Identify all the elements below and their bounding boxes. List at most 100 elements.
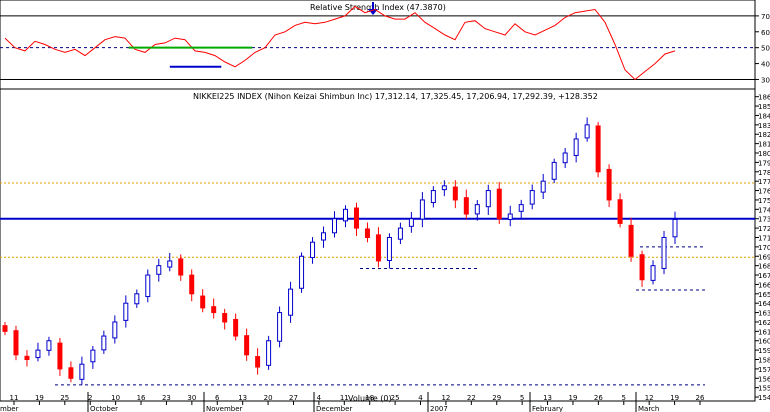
candle-body — [167, 260, 173, 268]
date-tick-label: 2 — [88, 394, 92, 402]
candle-body — [156, 265, 162, 275]
rsi-line — [4, 5, 676, 81]
rsi-title: Relative Strength Index (47.3870) — [310, 3, 446, 12]
date-tick-label: 5 — [622, 394, 626, 402]
candle-body — [386, 236, 392, 261]
candle-body — [650, 265, 656, 281]
candle-body — [518, 204, 524, 212]
candle-body — [79, 363, 85, 380]
candle-body — [342, 208, 348, 222]
date-tick-label: 13 — [238, 394, 247, 402]
candle-body — [2, 325, 8, 332]
date-tick-label: 11 — [340, 394, 349, 402]
month-label: October — [90, 405, 118, 412]
price-y-tick-label: 16000 — [758, 338, 770, 346]
date-tick-label: 29 — [492, 394, 501, 402]
price-y-tick-label: 17600 — [758, 188, 770, 196]
price-y-tick-label: 16800 — [758, 263, 770, 271]
price-y-tick-label: 15500 — [758, 385, 770, 393]
rsi-panel-frame — [0, 0, 756, 90]
volume-label: Volume (0) — [348, 394, 392, 403]
candle-body — [474, 204, 480, 215]
price-y-tick-label: 17300 — [758, 216, 770, 224]
date-tick-label: 12 — [645, 394, 654, 402]
month-label: February — [532, 405, 563, 412]
date-tick-label: 13 — [543, 394, 552, 402]
candle-body — [13, 330, 19, 356]
price-y-tick-label: 17900 — [758, 159, 770, 167]
rsi-y-tick-label: 30 — [761, 76, 770, 84]
candle-body — [463, 197, 469, 215]
price-y-tick-label: 16600 — [758, 281, 770, 289]
price-y-tick-label: 18000 — [758, 150, 770, 158]
candle-body — [672, 218, 678, 238]
candle-body — [24, 355, 30, 361]
candle-body — [244, 335, 250, 356]
candle-body — [134, 293, 140, 305]
candle-body — [189, 274, 195, 295]
price-y-tick-label: 15700 — [758, 366, 770, 374]
date-tick-label: 19 — [569, 394, 578, 402]
date-tick-label: 6 — [215, 394, 220, 402]
candle-body — [233, 318, 239, 337]
candle-body — [584, 124, 590, 139]
candle-body — [310, 241, 316, 259]
date-tick-label: 19 — [35, 394, 44, 402]
price-y-tick-label: 17500 — [758, 197, 770, 205]
price-y-tick-label: 15600 — [758, 375, 770, 383]
candle-body — [562, 152, 568, 164]
candle-body — [288, 288, 294, 316]
candle-body — [551, 161, 557, 180]
date-tick-label: 10 — [111, 394, 120, 402]
month-label: 2007 — [430, 405, 448, 412]
candle-body — [255, 356, 261, 368]
candle-body — [639, 254, 645, 281]
date-tick-label: 27 — [289, 394, 298, 402]
date-tick-label: 4 — [317, 394, 322, 402]
month-label: March — [638, 405, 659, 412]
price-y-tick-label: 15400 — [758, 394, 770, 402]
candle-body — [419, 199, 425, 220]
date-tick-label: 4 — [418, 394, 423, 402]
candle-body — [200, 295, 206, 309]
date-tick-label: 11 — [10, 394, 19, 402]
rsi-y-tick-label: 50 — [761, 45, 770, 53]
candle-body — [573, 138, 579, 156]
price-y-tick-label: 17700 — [758, 178, 770, 186]
candle-body — [299, 255, 305, 289]
date-tick-label: 26 — [696, 394, 705, 402]
price-y-tick-label: 18100 — [758, 141, 770, 149]
candle-body — [661, 236, 667, 269]
price-y-tick-label: 16400 — [758, 300, 770, 308]
price-y-tick-label: 17100 — [758, 234, 770, 242]
month-label: December — [316, 405, 352, 412]
candle-body — [529, 190, 535, 205]
date-tick-label: 30 — [187, 394, 196, 402]
candle-body — [430, 190, 436, 203]
price-y-tick-label: 16100 — [758, 328, 770, 336]
price-y-tick-label: 18300 — [758, 122, 770, 130]
price-y-tick-label: 18200 — [758, 131, 770, 139]
candle-body — [353, 207, 359, 229]
candle-body — [211, 306, 217, 314]
date-tick-label: 26 — [594, 394, 603, 402]
candle-body — [101, 335, 107, 351]
price-y-tick-label: 17800 — [758, 169, 770, 177]
date-tick-label: 20 — [264, 394, 273, 402]
candle-body — [408, 218, 414, 227]
rsi-y-tick-label: 70 — [761, 13, 770, 21]
candle-body — [364, 228, 370, 238]
price-y-tick-label: 18500 — [758, 103, 770, 111]
date-tick-label: 25 — [391, 394, 400, 402]
candle-body — [46, 340, 52, 351]
candle-body — [90, 349, 96, 363]
candle-body — [507, 213, 513, 220]
candle-body — [485, 190, 491, 208]
candle-body — [277, 312, 283, 342]
candle-body — [595, 125, 601, 173]
candle-body — [496, 188, 502, 220]
price-y-tick-label: 18600 — [758, 94, 770, 102]
candle-body — [112, 321, 118, 339]
month-label: November — [206, 405, 243, 412]
candle-body — [35, 349, 41, 359]
